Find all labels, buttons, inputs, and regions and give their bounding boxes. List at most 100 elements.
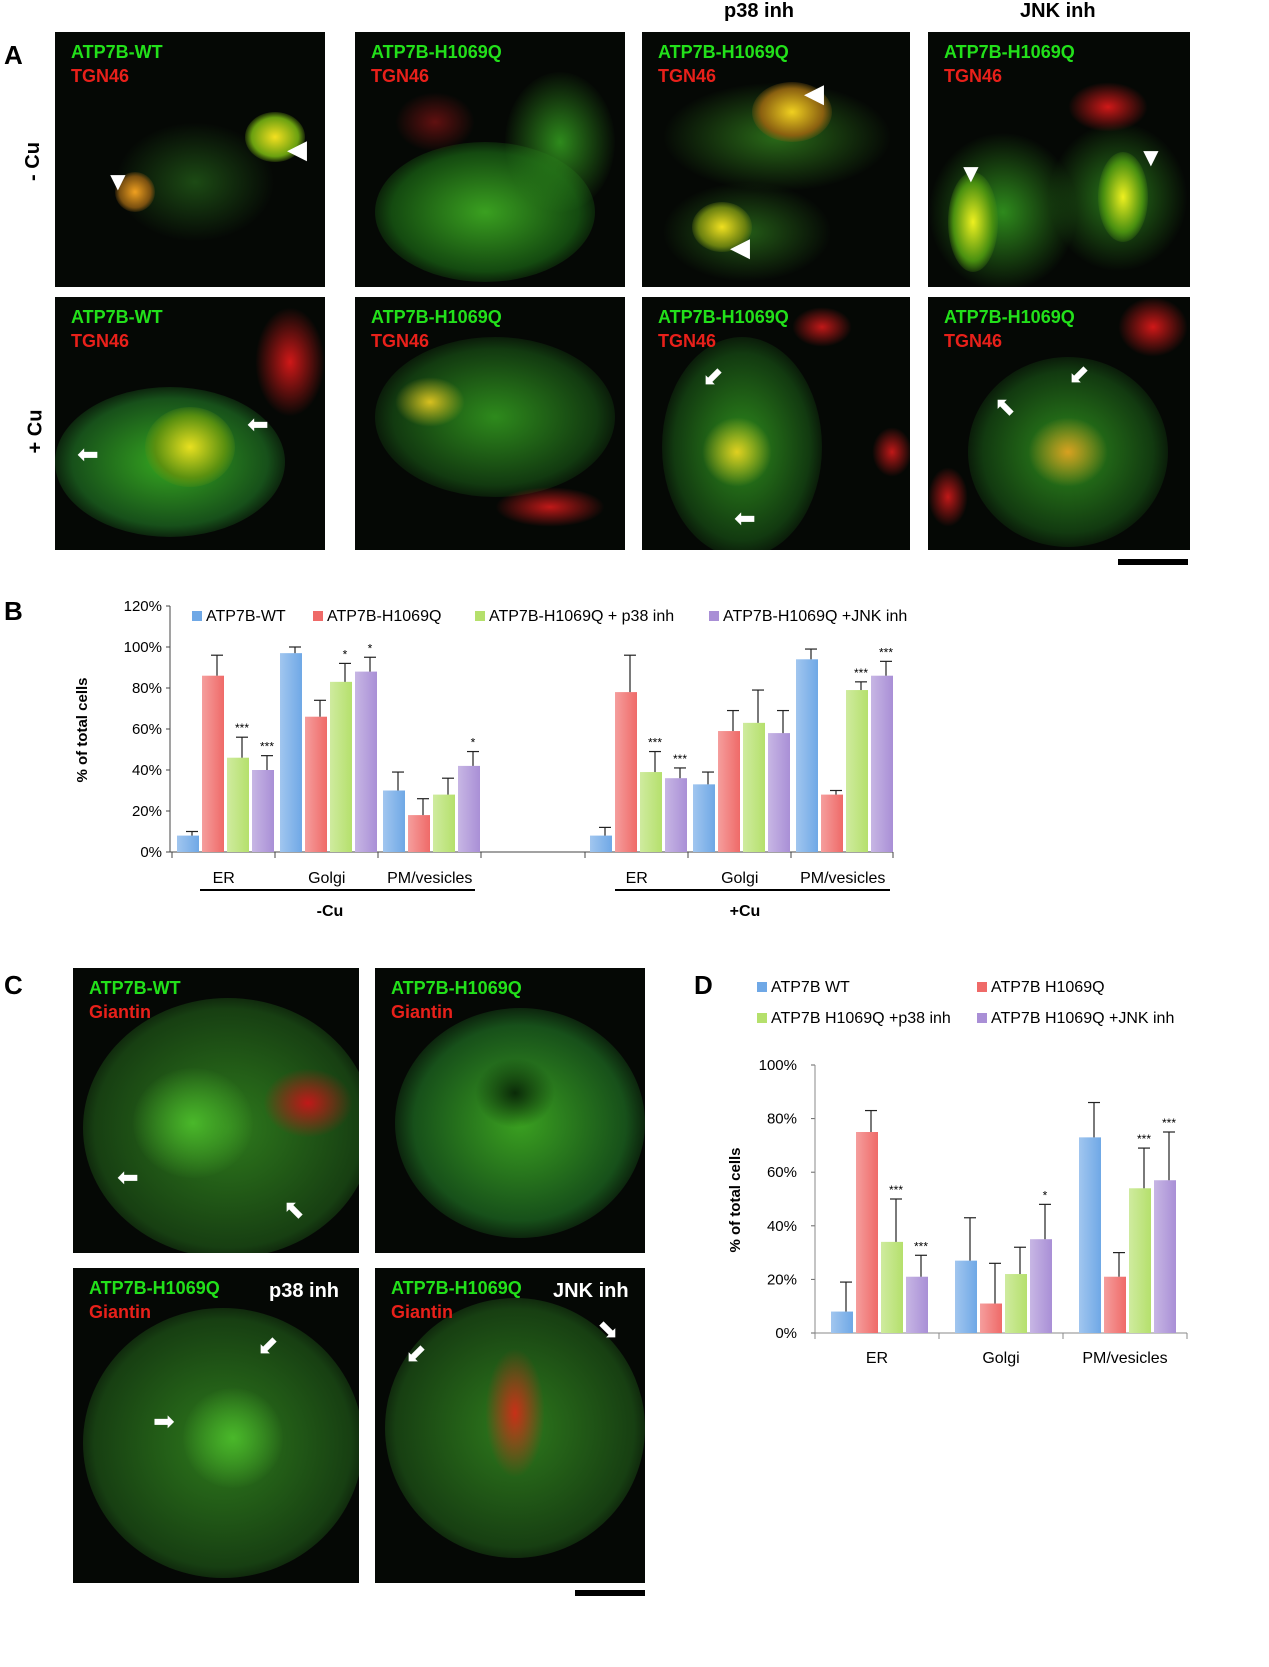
bar <box>768 733 790 852</box>
micrograph-a7: ATP7B-H1069Q TGN46 ⬋ ⬅ <box>642 297 910 550</box>
micrograph-c2: ATP7B-H1069Q Giantin <box>375 968 645 1253</box>
label-red-channel: TGN46 <box>944 331 1003 351</box>
x-category-label: PM/vesicles <box>1082 1350 1167 1367</box>
y-axis-label: % of total cells <box>727 1147 744 1252</box>
row-label-plus-cu: + Cu <box>24 409 47 454</box>
significance-star: *** <box>854 666 868 680</box>
legend-swatch <box>313 611 323 621</box>
bar <box>831 1311 853 1333</box>
legend-label: ATP7B-H1069Q <box>327 608 441 625</box>
y-tick-label: 20% <box>767 1271 797 1288</box>
chart-d: 0% 20% 40% 60% 80% 100% % of total cells ER Golg… <box>727 979 1188 1367</box>
bar <box>906 1276 928 1333</box>
significance-star: *** <box>235 721 249 735</box>
significance-star: * <box>471 736 476 750</box>
significance-star: *** <box>1137 1132 1151 1146</box>
y-tick-label: 60% <box>767 1164 797 1181</box>
arrow-icon: ⬅ <box>117 1162 139 1192</box>
arrow-icon: ⬋ <box>257 1330 279 1360</box>
x-category-label: Golgi <box>308 870 345 887</box>
label-green-channel: ATP7B-H1069Q <box>371 307 502 327</box>
micrograph-a3: ATP7B-H1069Q TGN46 ◀ ◀ <box>642 32 910 287</box>
arrow-icon: ➡ <box>153 1406 175 1436</box>
bar <box>305 716 327 852</box>
label-red-channel: Giantin <box>89 1002 151 1022</box>
arrowhead-icon: ▼ <box>105 166 131 196</box>
x-category-label: PM/vesicles <box>800 870 885 887</box>
significance-star: *** <box>914 1239 928 1253</box>
y-tick-label: 80% <box>767 1111 797 1128</box>
x-category-label: ER <box>626 870 648 887</box>
x-category-label: Golgi <box>721 870 758 887</box>
legend-swatch <box>709 611 719 621</box>
significance-star: *** <box>889 1183 903 1197</box>
label-green-channel: ATP7B-H1069Q <box>658 307 789 327</box>
row-label-minus-cu: - Cu <box>21 142 44 181</box>
bar <box>615 692 637 852</box>
bar <box>665 778 687 852</box>
legend-label: ATP7B H1069Q +JNK inh <box>991 1010 1174 1027</box>
arrow-icon: ⬉ <box>283 1194 305 1224</box>
bar <box>640 772 662 852</box>
micrograph-a6: ATP7B-H1069Q TGN46 <box>355 297 625 550</box>
label-red-channel: TGN46 <box>71 66 130 86</box>
bar <box>1079 1137 1101 1333</box>
bar <box>408 815 430 852</box>
x-category-label: Golgi <box>982 1350 1019 1367</box>
bar <box>743 722 765 852</box>
bar <box>252 770 274 852</box>
label-green-channel: ATP7B-WT <box>71 307 163 327</box>
arrow-icon: ⬋ <box>1068 359 1090 389</box>
arrowhead-icon: ▼ <box>1138 142 1164 172</box>
arrow-icon: ⬅ <box>247 409 269 439</box>
arrowhead-icon: ◀ <box>804 78 824 108</box>
x-category-label: ER <box>866 1350 888 1367</box>
bar <box>821 794 843 852</box>
label-green-channel: ATP7B-H1069Q <box>944 307 1075 327</box>
significance-star: * <box>343 647 348 661</box>
label-green-channel: ATP7B-H1069Q <box>658 42 789 62</box>
x-category-label: PM/vesicles <box>387 870 472 887</box>
significance-star: *** <box>260 740 274 754</box>
bar <box>227 757 249 852</box>
bar <box>1030 1239 1052 1333</box>
micrograph-a4: ATP7B-H1069Q TGN46 ▼ ▼ <box>928 32 1190 287</box>
label-red-channel: TGN46 <box>658 66 717 86</box>
y-tick-label: 0% <box>775 1325 797 1342</box>
legend-swatch <box>475 611 485 621</box>
bar <box>590 835 612 852</box>
panel-d-letter: D <box>694 970 713 1000</box>
micrograph-a1: ATP7B-WT TGN46 ◀ ▼ <box>55 32 325 287</box>
label-green-channel: ATP7B-H1069Q <box>391 978 522 998</box>
legend-label: ATP7B-H1069Q +JNK inh <box>723 608 907 625</box>
significance-star: *** <box>673 752 687 766</box>
arrowhead-icon: ◀ <box>287 134 307 164</box>
legend-label: ATP7B H1069Q <box>991 979 1105 996</box>
bar <box>718 731 740 852</box>
bar <box>955 1260 977 1333</box>
bar <box>177 835 199 852</box>
bar <box>202 675 224 852</box>
legend-swatch <box>757 1013 767 1023</box>
y-tick-label: 100% <box>124 639 162 656</box>
bar <box>433 794 455 852</box>
y-tick-label: 40% <box>132 762 162 779</box>
legend-swatch <box>977 982 987 992</box>
y-tick-label: 120% <box>124 598 162 615</box>
label-green-channel: ATP7B-H1069Q <box>89 1278 220 1298</box>
bar <box>1005 1274 1027 1333</box>
y-tick-label: 20% <box>132 803 162 820</box>
micrograph-c3: ATP7B-H1069Q Giantin p38 inh ⬋ ➡ <box>73 1268 359 1583</box>
bar <box>1154 1180 1176 1333</box>
label-red-channel: Giantin <box>391 1302 453 1322</box>
group-label: -Cu <box>317 903 344 920</box>
significance-star: * <box>1043 1188 1048 1202</box>
bar <box>693 784 715 852</box>
label-red-channel: TGN46 <box>371 331 430 351</box>
bar <box>383 790 405 852</box>
significance-star: *** <box>1162 1116 1176 1130</box>
legend-label: ATP7B-H1069Q + p38 inh <box>489 608 674 625</box>
bar <box>1129 1188 1151 1333</box>
bar <box>355 671 377 852</box>
chart-b: 0% 20% 40% 60% 80% 100% 120% % of total cells ER… <box>74 598 907 920</box>
